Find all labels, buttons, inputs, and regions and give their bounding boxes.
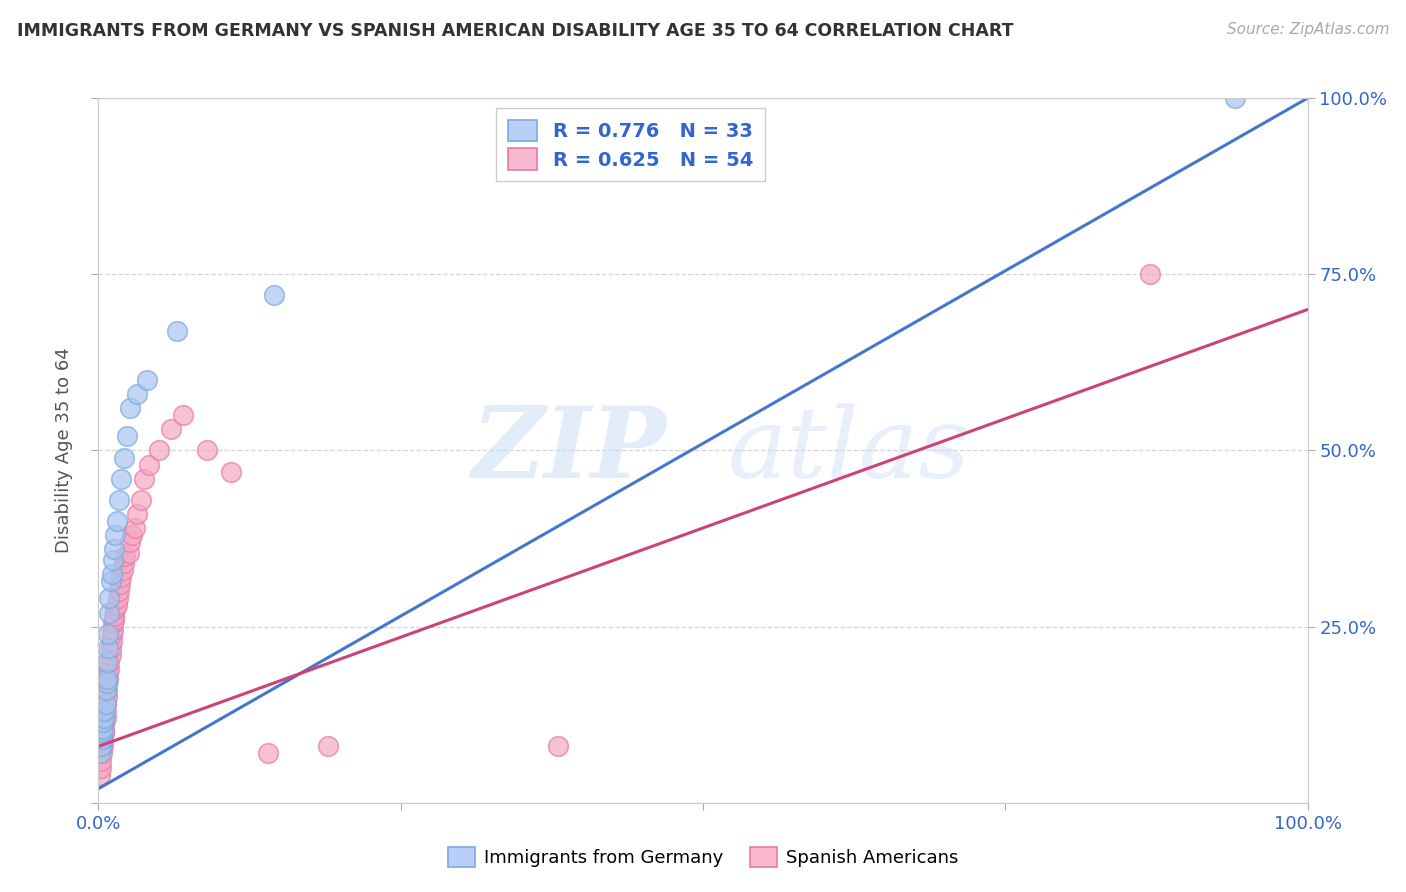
Point <box>117 429 139 443</box>
Point <box>96 655 118 669</box>
Point <box>98 655 121 669</box>
Point <box>90 739 112 754</box>
Point <box>134 472 156 486</box>
Point <box>172 408 194 422</box>
Point <box>91 725 114 739</box>
Point <box>103 609 125 624</box>
Point <box>90 754 112 768</box>
Point <box>118 401 141 416</box>
Point <box>96 676 118 690</box>
Point <box>98 606 121 620</box>
Point <box>104 528 127 542</box>
Point <box>104 602 127 616</box>
Point <box>160 422 183 436</box>
Point <box>263 288 285 302</box>
Point <box>94 697 117 711</box>
Point <box>100 633 122 648</box>
Point <box>93 711 115 725</box>
Point <box>103 542 125 557</box>
Text: atlas: atlas <box>727 403 970 498</box>
Point <box>89 747 111 761</box>
Point <box>148 443 170 458</box>
Point <box>96 683 118 698</box>
Point <box>195 443 218 458</box>
Point <box>110 472 132 486</box>
Point <box>91 722 114 736</box>
Point <box>96 673 118 687</box>
Point <box>105 599 128 613</box>
Text: Source: ZipAtlas.com: Source: ZipAtlas.com <box>1226 22 1389 37</box>
Point <box>91 747 114 761</box>
Point <box>108 584 131 599</box>
Point <box>103 613 125 627</box>
Legend: Immigrants from Germany, Spanish Americans: Immigrants from Germany, Spanish America… <box>440 839 966 874</box>
Point <box>89 767 111 781</box>
Point <box>97 626 120 640</box>
Point <box>97 640 120 655</box>
Point <box>93 718 115 732</box>
Point <box>101 623 124 637</box>
Text: ZIP: ZIP <box>472 402 666 499</box>
Point <box>93 704 115 718</box>
Point <box>127 387 149 401</box>
Point <box>101 616 124 631</box>
Point <box>91 739 114 754</box>
Point <box>100 566 122 581</box>
Point <box>98 591 121 606</box>
Point <box>93 725 115 739</box>
Point <box>547 739 569 754</box>
Point <box>107 591 129 606</box>
Point <box>108 577 131 591</box>
Point <box>94 683 117 698</box>
Point <box>112 450 135 465</box>
Point <box>110 570 132 584</box>
Point <box>111 563 134 577</box>
Point <box>93 725 115 739</box>
Point <box>118 546 141 560</box>
Point <box>96 690 118 705</box>
Point <box>100 648 122 662</box>
Point <box>127 507 149 521</box>
Point <box>91 739 114 754</box>
Point <box>94 704 117 718</box>
Point <box>256 747 278 761</box>
Point <box>98 662 121 676</box>
Legend: R = 0.776   N = 33, R = 0.625   N = 54: R = 0.776 N = 33, R = 0.625 N = 54 <box>496 108 765 181</box>
Point <box>135 373 157 387</box>
Point <box>90 760 112 774</box>
Point <box>100 574 122 588</box>
Point <box>166 324 188 338</box>
Point <box>221 465 243 479</box>
Point <box>105 514 128 528</box>
Point <box>91 732 114 747</box>
Y-axis label: Disability Age 35 to 64: Disability Age 35 to 64 <box>55 348 73 553</box>
Point <box>114 549 136 564</box>
Point <box>118 535 141 549</box>
Point <box>94 711 117 725</box>
Text: IMMIGRANTS FROM GERMANY VS SPANISH AMERICAN DISABILITY AGE 35 TO 64 CORRELATION : IMMIGRANTS FROM GERMANY VS SPANISH AMERI… <box>17 22 1014 40</box>
Point <box>1139 268 1161 282</box>
Point <box>316 739 339 754</box>
Point <box>100 640 122 655</box>
Point <box>108 492 131 507</box>
Point <box>138 458 160 472</box>
Point <box>129 492 152 507</box>
Point <box>96 676 118 690</box>
Point <box>1223 91 1246 105</box>
Point <box>94 697 117 711</box>
Point <box>101 552 124 566</box>
Point <box>112 556 135 570</box>
Point <box>100 626 122 640</box>
Point <box>121 528 143 542</box>
Point <box>91 714 114 729</box>
Point <box>91 732 114 747</box>
Point <box>97 673 120 687</box>
Point <box>97 665 120 680</box>
Point <box>124 521 146 535</box>
